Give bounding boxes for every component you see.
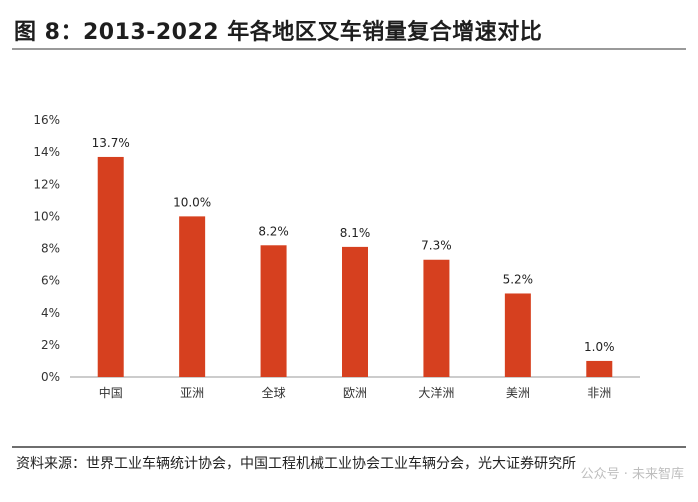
- y-tick-label: 6%: [41, 274, 60, 288]
- watermark: 公众号 · 未来智库: [580, 467, 684, 482]
- x-tick-label: 中国: [99, 385, 123, 400]
- x-tick-label: 美洲: [506, 386, 530, 400]
- bar-5: [423, 259, 450, 377]
- data-label: 10.0%: [173, 195, 211, 209]
- source-note: 资料来源：世界工业车辆统计协会，中国工程机械工业协会工业车辆分会，光大证券研究所: [16, 456, 576, 472]
- bar-2: [179, 216, 206, 377]
- title-divider: [12, 48, 686, 50]
- y-tick-label: 10%: [33, 209, 60, 223]
- data-label: 7.3%: [421, 239, 452, 253]
- y-tick-label: 16%: [33, 113, 60, 127]
- chart-title: 图 8：2013-2022 年各地区叉车销量复合增速对比: [14, 20, 543, 45]
- y-tick-label: 8%: [41, 242, 60, 256]
- bar-1: [97, 156, 124, 377]
- y-tick-label: 12%: [33, 177, 60, 191]
- bar-4: [342, 246, 368, 377]
- data-label: 8.2%: [258, 224, 289, 238]
- source-divider: [12, 446, 686, 448]
- bar-3: [260, 245, 287, 377]
- y-tick-label: 0%: [41, 370, 60, 384]
- y-tick-label: 14%: [33, 145, 60, 159]
- x-tick-label: 亚洲: [180, 386, 204, 400]
- data-label: 8.1%: [340, 226, 371, 240]
- x-tick-label: 欧洲: [343, 386, 367, 400]
- bar-7: [586, 360, 613, 377]
- y-tick-label: 4%: [41, 306, 60, 320]
- data-label: 1.0%: [584, 340, 615, 354]
- x-tick-label: 大洋洲: [418, 385, 454, 400]
- bar-6: [504, 293, 531, 377]
- bar-chart: 0% 2% 4% 6% 8% 10% 12% 14% 16% 13.7% 中国 10.0% 亚洲 8.2%…: [33, 113, 640, 400]
- x-tick-label: 非洲: [587, 386, 611, 400]
- data-label: 13.7%: [92, 136, 130, 150]
- data-label: 5.2%: [503, 272, 534, 286]
- y-tick-label: 2%: [41, 338, 60, 352]
- x-tick-label: 全球: [262, 385, 286, 400]
